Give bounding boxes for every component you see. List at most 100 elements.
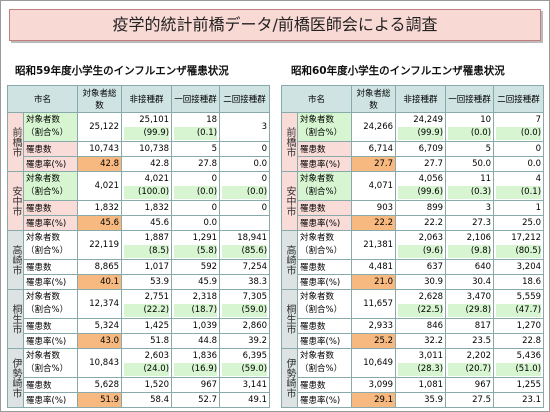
rate-cell: 27.7: [351, 156, 397, 172]
cases-cell: 3,204: [493, 259, 545, 275]
count-row: 高崎市 対象者数 （割合%） 21,381 2,063 (9.6) 2,106 (9.8) 17…: [281, 230, 545, 290]
count: 11: [480, 174, 492, 184]
count: 3,470: [466, 292, 492, 302]
cases-cell: 8,865: [77, 259, 123, 275]
row-label: 罹患数: [22, 377, 79, 393]
cases-cell: 1,039: [171, 318, 221, 334]
row-label: 対象者数 （割合%）: [22, 171, 79, 201]
rate-row: 罹患率(%) 43.0 51.8 44.8 39.2: [8, 333, 271, 349]
row-label-text: （割合%）: [26, 246, 69, 256]
row-label-text: 対象者数: [300, 292, 335, 302]
cases-cell: 1,270: [493, 318, 545, 334]
row-label-text: 対象者数: [26, 115, 61, 125]
share: (28.3): [398, 363, 444, 376]
cases-cell: 967: [445, 377, 495, 393]
count-row: 前橋市 対象者数 （割合%） 25,122 25,101 (99.9) 18 (0.1) 3: [7, 112, 271, 172]
count-cell: 3: [219, 112, 271, 142]
row-label-text: （割合%）: [300, 246, 343, 256]
share: (51.0): [496, 363, 542, 376]
row-label: 罹患率(%): [296, 156, 353, 172]
rate-cell: 58.4: [121, 392, 173, 408]
row-label: 対象者数 （割合%）: [296, 112, 353, 142]
title: 疫学的統計前橋データ/前橋医師会による調査: [9, 9, 541, 41]
count-cell: 12,374: [77, 289, 123, 319]
count-cell: 24,249 (99.9): [395, 112, 447, 142]
rate-cell: 42.8: [121, 156, 173, 172]
city-name: 高崎市: [281, 230, 298, 290]
count-cell: 1,836 (16.9): [171, 348, 221, 378]
count-cell: 22,119: [77, 230, 123, 260]
count: 5,559: [516, 292, 542, 302]
count-cell: 25,122: [77, 112, 123, 142]
city-name: 桐生市: [281, 289, 298, 349]
count: 4: [535, 174, 542, 184]
count-cell: 2,603 (24.0): [121, 348, 173, 378]
row-label: 対象者数 （割合%）: [22, 348, 79, 378]
count-cell: 2,202 (20.7): [445, 348, 495, 378]
row-label-text: （割合%）: [300, 364, 343, 374]
column-header: 二回接種群: [219, 85, 271, 113]
rate-cell: 22.8: [493, 333, 545, 349]
count-cell: 10,843: [77, 348, 123, 378]
rate-row: 罹患率(%) 27.7 27.7 50.0 0.0: [282, 156, 545, 172]
row-label-text: 対象者数: [300, 115, 335, 125]
column-header: 市名: [6, 85, 79, 113]
count: 25,122: [89, 121, 120, 132]
row-label: 罹患率(%): [22, 333, 79, 349]
row-label: 対象者数 （割合%）: [296, 230, 353, 260]
cases-cell: 1,832: [121, 200, 173, 216]
count: 0: [211, 174, 218, 184]
rate-cell: 38.3: [219, 274, 271, 290]
rate-cell: 51.8: [121, 333, 173, 349]
row-label: 罹患率(%): [22, 274, 79, 290]
column-header: 一回接種群: [445, 85, 495, 113]
share: (18.7): [174, 304, 218, 317]
cases-cell: 1,832: [77, 200, 123, 216]
cases-row: 罹患数 6,714 6,709 5 0: [282, 141, 545, 157]
row-label: 罹患率(%): [296, 333, 353, 349]
city-name: 安中市: [281, 171, 298, 231]
count-cell: 4,071: [351, 171, 397, 201]
share: (0.0): [174, 186, 218, 199]
row-label: 対象者数 （割合%）: [22, 289, 79, 319]
cases-cell: 0: [493, 141, 545, 157]
cases-row: 罹患数 3,099 1,081 967 1,255: [282, 377, 545, 393]
share: (9.6): [398, 245, 444, 258]
row-label-text: （割合%）: [26, 364, 69, 374]
cases-cell: 3: [445, 200, 495, 216]
count-row: 高崎市 対象者数 （割合%） 22,119 1,887 (8.5) 1,291 (5.8) 18…: [7, 230, 271, 290]
cases-cell: 1,255: [493, 377, 545, 393]
cases-row: 罹患数 5,324 1,425 1,039 2,860: [8, 318, 271, 334]
count-cell: 1,887 (8.5): [121, 230, 173, 260]
rate-cell: 25.0: [493, 215, 545, 231]
row-label-text: 対象者数: [300, 174, 335, 184]
cases-cell: 6,714: [351, 141, 397, 157]
count-cell: 2,628 (22.5): [395, 289, 447, 319]
row-label: 罹患数: [22, 141, 79, 157]
count-row: 伊勢崎市 対象者数 （割合%） 10,843 2,603 (24.0) 1,836 (16.9…: [7, 348, 271, 408]
cases-cell: 5,628: [77, 377, 123, 393]
header-row: 市名 対象者総数 非接種群 一回接種群 二回接種群: [280, 85, 545, 113]
share: (0.1): [174, 127, 218, 140]
count: 2,063: [418, 233, 444, 243]
share: (99.9): [124, 127, 170, 140]
count: 11,657: [363, 298, 394, 309]
share: (0.0): [222, 186, 268, 199]
cases-cell: 967: [171, 377, 221, 393]
row-label-text: 対象者数: [26, 292, 61, 302]
cases-cell: 2,860: [219, 318, 271, 334]
share: (9.8): [448, 245, 492, 258]
cases-cell: 0: [219, 200, 271, 216]
cases-cell: 817: [445, 318, 495, 334]
count-cell: 3,011 (28.3): [395, 348, 447, 378]
count-cell: 18 (0.1): [171, 112, 221, 142]
count: 25,101: [139, 115, 170, 125]
cases-cell: 592: [171, 259, 221, 275]
cases-cell: 1,425: [121, 318, 173, 334]
share: (59.0): [222, 363, 268, 376]
column-header: 対象者総数: [77, 85, 123, 113]
row-label-text: （割合%）: [300, 187, 343, 197]
count-row: 前橋市 対象者数 （割合%） 24,266 24,249 (99.9) 10 (0.0) 7 (0…: [281, 112, 545, 172]
count: 24,249: [413, 115, 444, 125]
